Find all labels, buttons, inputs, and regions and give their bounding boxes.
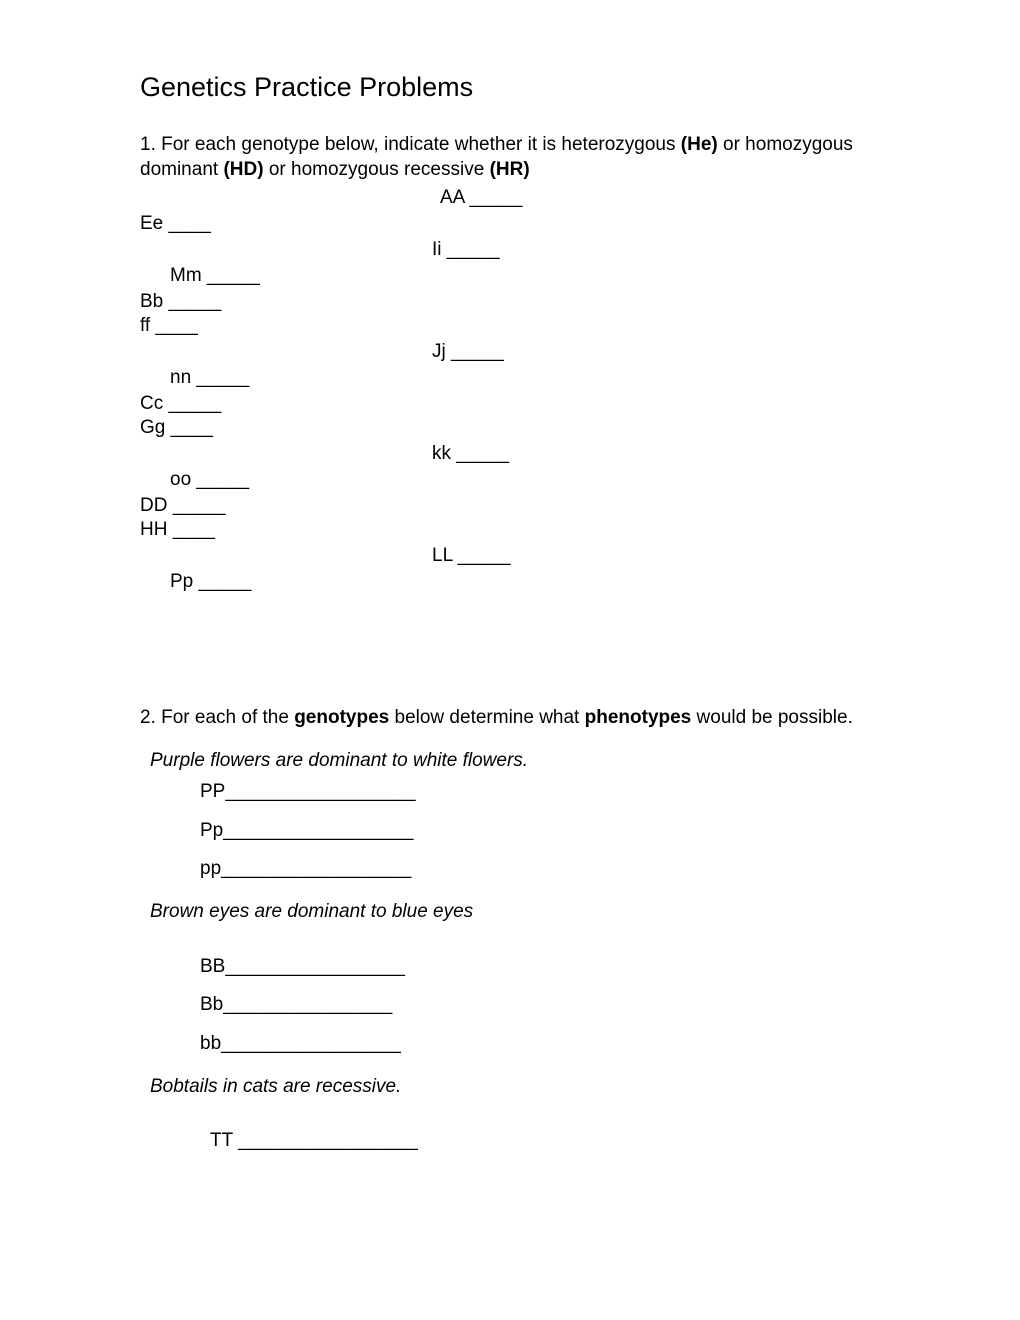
trait-0-item-2: pp__________________ [200, 857, 880, 882]
genotype-nn: nn _____ [170, 366, 249, 391]
genotype-Gg: Gg ____ [140, 416, 213, 441]
q1-b3: (HR) [490, 159, 530, 180]
genotype-LL: LL _____ [432, 544, 511, 569]
trait-0-desc: Purple flowers are dominant to white flo… [150, 749, 880, 774]
genotype-HH: HH ____ [140, 518, 215, 543]
trait-0-item-0: PP__________________ [200, 780, 880, 805]
genotype-oo: oo _____ [170, 468, 249, 493]
q1-p1: 1. For each genotype below, indicate whe… [140, 134, 681, 155]
q1-text: 1. For each genotype below, indicate whe… [140, 133, 880, 182]
q1-b2: (HD) [223, 159, 263, 180]
trait-0-item-1: Pp__________________ [200, 819, 880, 844]
genotype-Bb: Bb _____ [140, 290, 221, 315]
genotype-Pp: Pp _____ [170, 570, 251, 595]
genotype-grid: AA _____ Ee ____ Ii _____ Mm _____ Bb __… [140, 186, 880, 616]
q2-b1: genotypes [294, 707, 389, 728]
q1-p3: or homozygous recessive [264, 159, 490, 180]
trait-1-desc: Brown eyes are dominant to blue eyes [150, 900, 880, 925]
q2-p2: below determine what [389, 707, 584, 728]
q2-p1: 2. For each of the [140, 707, 294, 728]
genotype-Mm: Mm _____ [170, 264, 260, 289]
genotype-DD: DD _____ [140, 494, 226, 519]
genotype-Ii: Ii _____ [432, 238, 500, 263]
trait-1-item-1: Bb________________ [200, 993, 880, 1018]
genotype-ff: ff ____ [140, 314, 198, 339]
genotype-Jj: Jj _____ [432, 340, 504, 365]
trait-2-item-0: TT _________________ [210, 1129, 880, 1154]
trait-1-item-0: BB_________________ [200, 955, 880, 980]
q1-b1: (He) [681, 134, 718, 155]
q2-p3: would be possible. [691, 707, 853, 728]
genotype-kk: kk _____ [432, 442, 509, 467]
q2-b2: phenotypes [585, 707, 692, 728]
page-title: Genetics Practice Problems [140, 70, 880, 105]
q2-section: 2. For each of the genotypes below deter… [140, 706, 880, 1154]
q2-text: 2. For each of the genotypes below deter… [140, 706, 880, 731]
genotype-Ee: Ee ____ [140, 212, 211, 237]
genotype-AA: AA _____ [440, 186, 522, 211]
trait-1-item-2: bb_________________ [200, 1032, 880, 1057]
genotype-Cc: Cc _____ [140, 392, 221, 417]
trait-2-desc: Bobtails in cats are recessive. [150, 1075, 880, 1100]
